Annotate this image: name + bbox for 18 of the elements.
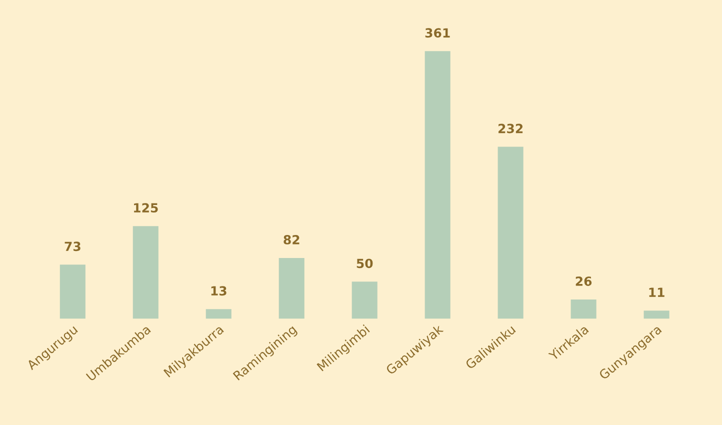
bar	[644, 310, 670, 319]
data-label: 73	[64, 242, 80, 252]
data-label: 125	[134, 203, 158, 213]
bar	[60, 264, 86, 319]
bar	[570, 299, 596, 319]
bar	[132, 226, 158, 319]
data-label: 232	[498, 124, 523, 134]
data-label: 26	[576, 276, 592, 286]
data-label: 361	[425, 28, 450, 38]
bar	[206, 309, 232, 319]
data-label: 82	[284, 234, 300, 244]
bar	[278, 258, 304, 319]
bar	[498, 146, 524, 319]
bar	[424, 51, 450, 319]
data-label: 13	[211, 286, 226, 296]
data-label: 50	[356, 258, 373, 268]
data-label: 11	[649, 288, 664, 297]
bar	[352, 282, 378, 319]
